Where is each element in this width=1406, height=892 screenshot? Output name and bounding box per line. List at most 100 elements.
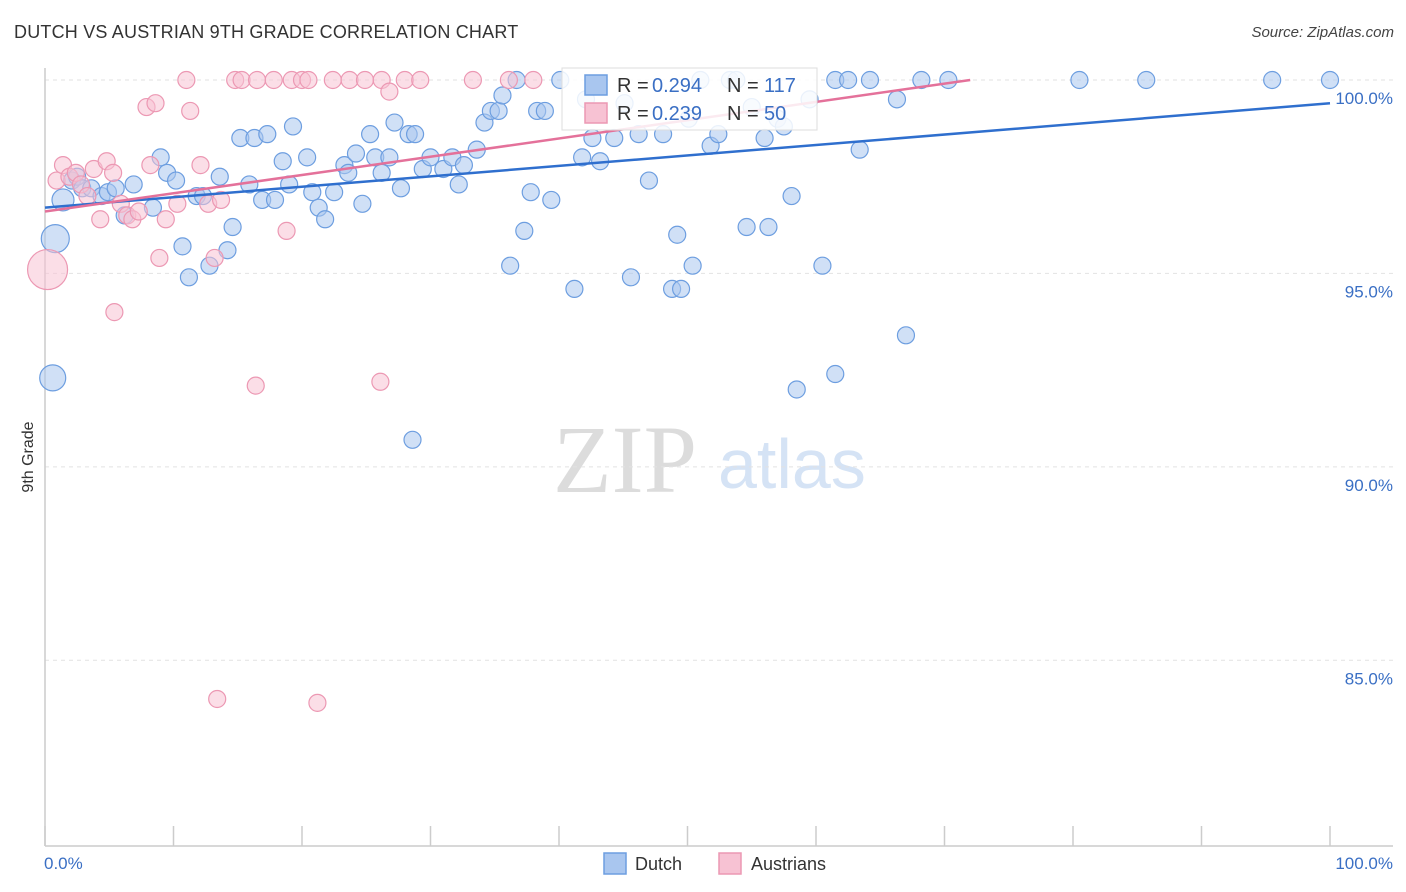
legend-austrians-label: Austrians (751, 854, 826, 874)
dutch-point (912, 70, 931, 90)
dutch-point (40, 224, 70, 254)
dutch-point (860, 70, 880, 90)
watermark-atlas: atlas (718, 425, 866, 503)
dutch-point (813, 256, 832, 275)
stats-box: R = 0.294 N = 117 R = 0.239 N = 50 (561, 67, 818, 131)
austrians-point (141, 156, 160, 175)
austrians-point (308, 693, 327, 712)
dutch-n-label: N = (727, 75, 759, 97)
austrians-point (323, 70, 342, 90)
chart-title: DUTCH VS AUSTRIAN 9TH GRADE CORRELATION … (14, 22, 519, 42)
dutch-point (755, 128, 774, 148)
y-tick-label: 95.0% (1345, 282, 1393, 301)
watermark-zip: ZIP (553, 406, 697, 513)
dutch-point (521, 183, 540, 202)
austrians-point (168, 194, 187, 213)
austrians-point (264, 70, 283, 90)
austrians-point (411, 70, 430, 90)
x-tick-label-max: 100.0% (1335, 854, 1393, 873)
source-label: Source: ZipAtlas.com (1251, 24, 1394, 41)
watermark: ZIP atlas (553, 406, 866, 513)
austrians-r-value: 0.239 (652, 103, 702, 125)
dutch-point (124, 175, 143, 194)
dutch-n-value: 117 (764, 75, 796, 97)
dutch-trend-line (44, 101, 1331, 209)
austrians-point (340, 70, 359, 90)
dutch-point (316, 210, 335, 229)
austrians-point (104, 163, 123, 182)
dutch-point (501, 256, 520, 275)
austrians-point (26, 248, 69, 291)
dutch-point (283, 117, 303, 136)
dutch-point (850, 140, 869, 159)
austrians-point (208, 689, 227, 709)
austrians-point (380, 82, 399, 101)
austrians-point (371, 372, 390, 391)
dutch-r-label: R = (617, 75, 649, 97)
dutch-point (542, 190, 561, 210)
austrians-point (146, 94, 165, 113)
dutch-point (782, 186, 801, 206)
dutch-point (353, 194, 372, 213)
austrians-n-label: N = (727, 103, 759, 125)
austrians-point (156, 210, 175, 229)
austrians-point (463, 70, 483, 90)
legend-dutch-swatch (603, 852, 627, 875)
dutch-r-value: 0.294 (652, 75, 702, 97)
dutch-point (1070, 70, 1089, 90)
austrians-point (246, 376, 265, 395)
austrians-point (181, 101, 200, 121)
dutch-point (106, 179, 125, 198)
dutch-point (839, 70, 858, 90)
dutch-point (39, 364, 67, 392)
dutch-point (179, 268, 199, 287)
dutch-point (535, 101, 554, 121)
y-tick-label: 90.0% (1345, 476, 1393, 495)
dutch-point (346, 144, 366, 163)
dutch-point (403, 430, 422, 449)
dutch-point (265, 190, 285, 210)
dutch-point (759, 217, 778, 237)
dutch-point (210, 167, 229, 186)
austrians-point (232, 70, 251, 90)
dutch-point (1320, 70, 1340, 90)
dutch-point (671, 279, 691, 299)
austrians-point (211, 190, 231, 210)
dutch-point (391, 179, 411, 198)
dutch-point (826, 364, 845, 384)
dutch-point (896, 326, 916, 345)
dutch-point (573, 148, 592, 167)
austrians-point (150, 248, 169, 268)
dutch-point (361, 125, 380, 144)
y-tick-label: 85.0% (1345, 669, 1393, 688)
austrians-point (177, 70, 196, 90)
dutch-point (887, 90, 907, 109)
austrians-point (78, 186, 97, 206)
austrians-point (277, 221, 296, 240)
austrians-point (499, 70, 518, 90)
grid-lines (45, 79, 1393, 661)
dutch-point (166, 171, 186, 190)
legend: Dutch Austrians (603, 852, 826, 875)
dutch-point (683, 256, 702, 275)
dutch-point (385, 113, 404, 132)
austrians-swatch (584, 102, 608, 124)
dutch-point (173, 237, 192, 256)
austrians-point (129, 202, 148, 221)
dutch-point (258, 125, 277, 144)
dutch-point (1263, 70, 1282, 90)
austrians-n-value: 50 (764, 103, 786, 125)
dutch-point (405, 125, 425, 144)
x-tick-label-min: 0.0% (44, 854, 83, 873)
legend-dutch-label: Dutch (635, 854, 682, 874)
austrians-point (105, 303, 124, 322)
austrians-point (191, 156, 210, 175)
y-axis-title: 9th Grade (20, 421, 37, 492)
dutch-point (1137, 70, 1156, 90)
x-axis-ticks (44, 826, 1331, 846)
austrians-point (205, 248, 224, 268)
dutch-point (449, 175, 468, 194)
dutch-point (454, 156, 474, 175)
austrians-point (299, 70, 318, 90)
dutch-point (325, 183, 344, 202)
